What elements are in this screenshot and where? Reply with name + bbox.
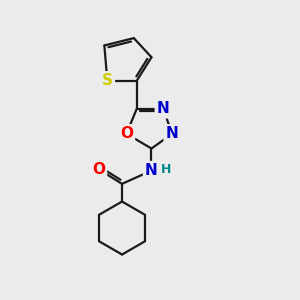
Text: N: N	[157, 101, 169, 116]
Text: N: N	[145, 163, 158, 178]
Text: O: O	[92, 162, 105, 177]
Text: O: O	[120, 126, 133, 141]
Text: H: H	[161, 163, 171, 176]
Text: N: N	[166, 126, 178, 141]
Text: S: S	[102, 73, 113, 88]
